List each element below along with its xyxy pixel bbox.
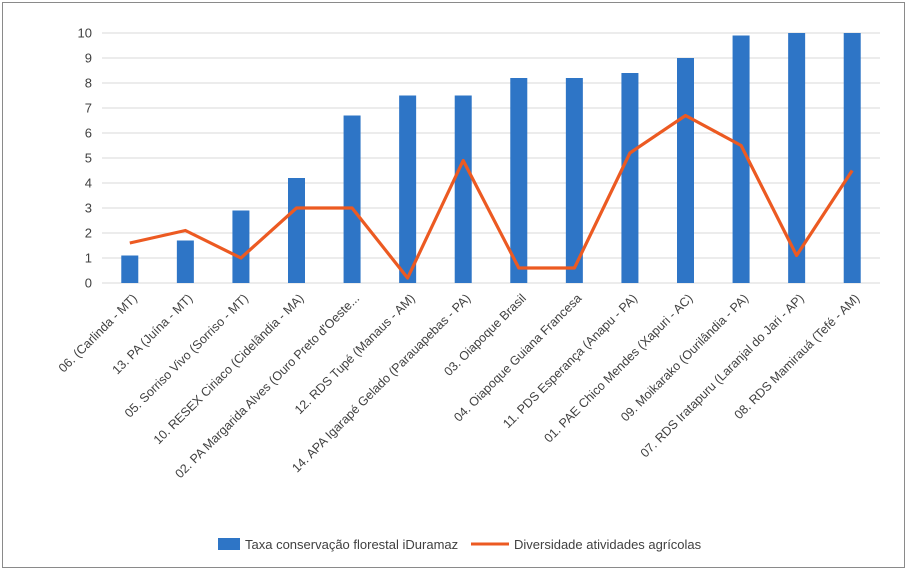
y-tick-label: 2 <box>85 226 92 241</box>
bar <box>343 115 361 283</box>
y-tick-label: 5 <box>85 151 92 166</box>
bar <box>232 210 250 283</box>
bar <box>176 240 194 283</box>
y-tick-label: 0 <box>85 276 92 291</box>
legend-swatch-bars <box>218 538 240 550</box>
y-tick-label: 9 <box>85 51 92 66</box>
legend: Taxa conservação florestal iDuramaz Dive… <box>218 537 702 552</box>
grid-lines <box>102 32 880 284</box>
y-tick-label: 1 <box>85 251 92 266</box>
x-axis-labels: 06. (Carlinda - MT)13. PA (Juína - MT)05… <box>56 291 862 481</box>
line-series <box>129 113 854 280</box>
bar <box>621 73 639 283</box>
y-tick-label: 7 <box>85 101 92 116</box>
bar <box>677 58 694 283</box>
line-path <box>129 113 854 280</box>
y-tick-label: 3 <box>85 201 92 216</box>
bar <box>399 95 417 283</box>
bar-series <box>121 33 861 283</box>
legend-label-line: Diversidade atividades agrícolas <box>514 537 702 552</box>
y-tick-label: 6 <box>85 126 92 141</box>
bar <box>454 95 472 283</box>
y-axis-ticks: 0 1 2 3 4 5 6 7 8 9 10 <box>78 26 92 291</box>
legend-label-bars: Taxa conservação florestal iDuramaz <box>245 537 458 552</box>
bar <box>843 33 861 283</box>
bar <box>565 78 583 283</box>
bar <box>510 78 528 283</box>
bar <box>732 35 750 283</box>
bar <box>121 255 139 283</box>
bar <box>288 178 305 283</box>
y-tick-label: 8 <box>85 76 92 91</box>
bar <box>788 33 806 283</box>
y-tick-label: 10 <box>78 26 92 41</box>
x-category-label: 12. RDS Tupé (Manaus - AM) <box>292 291 418 417</box>
y-tick-label: 4 <box>85 176 92 191</box>
